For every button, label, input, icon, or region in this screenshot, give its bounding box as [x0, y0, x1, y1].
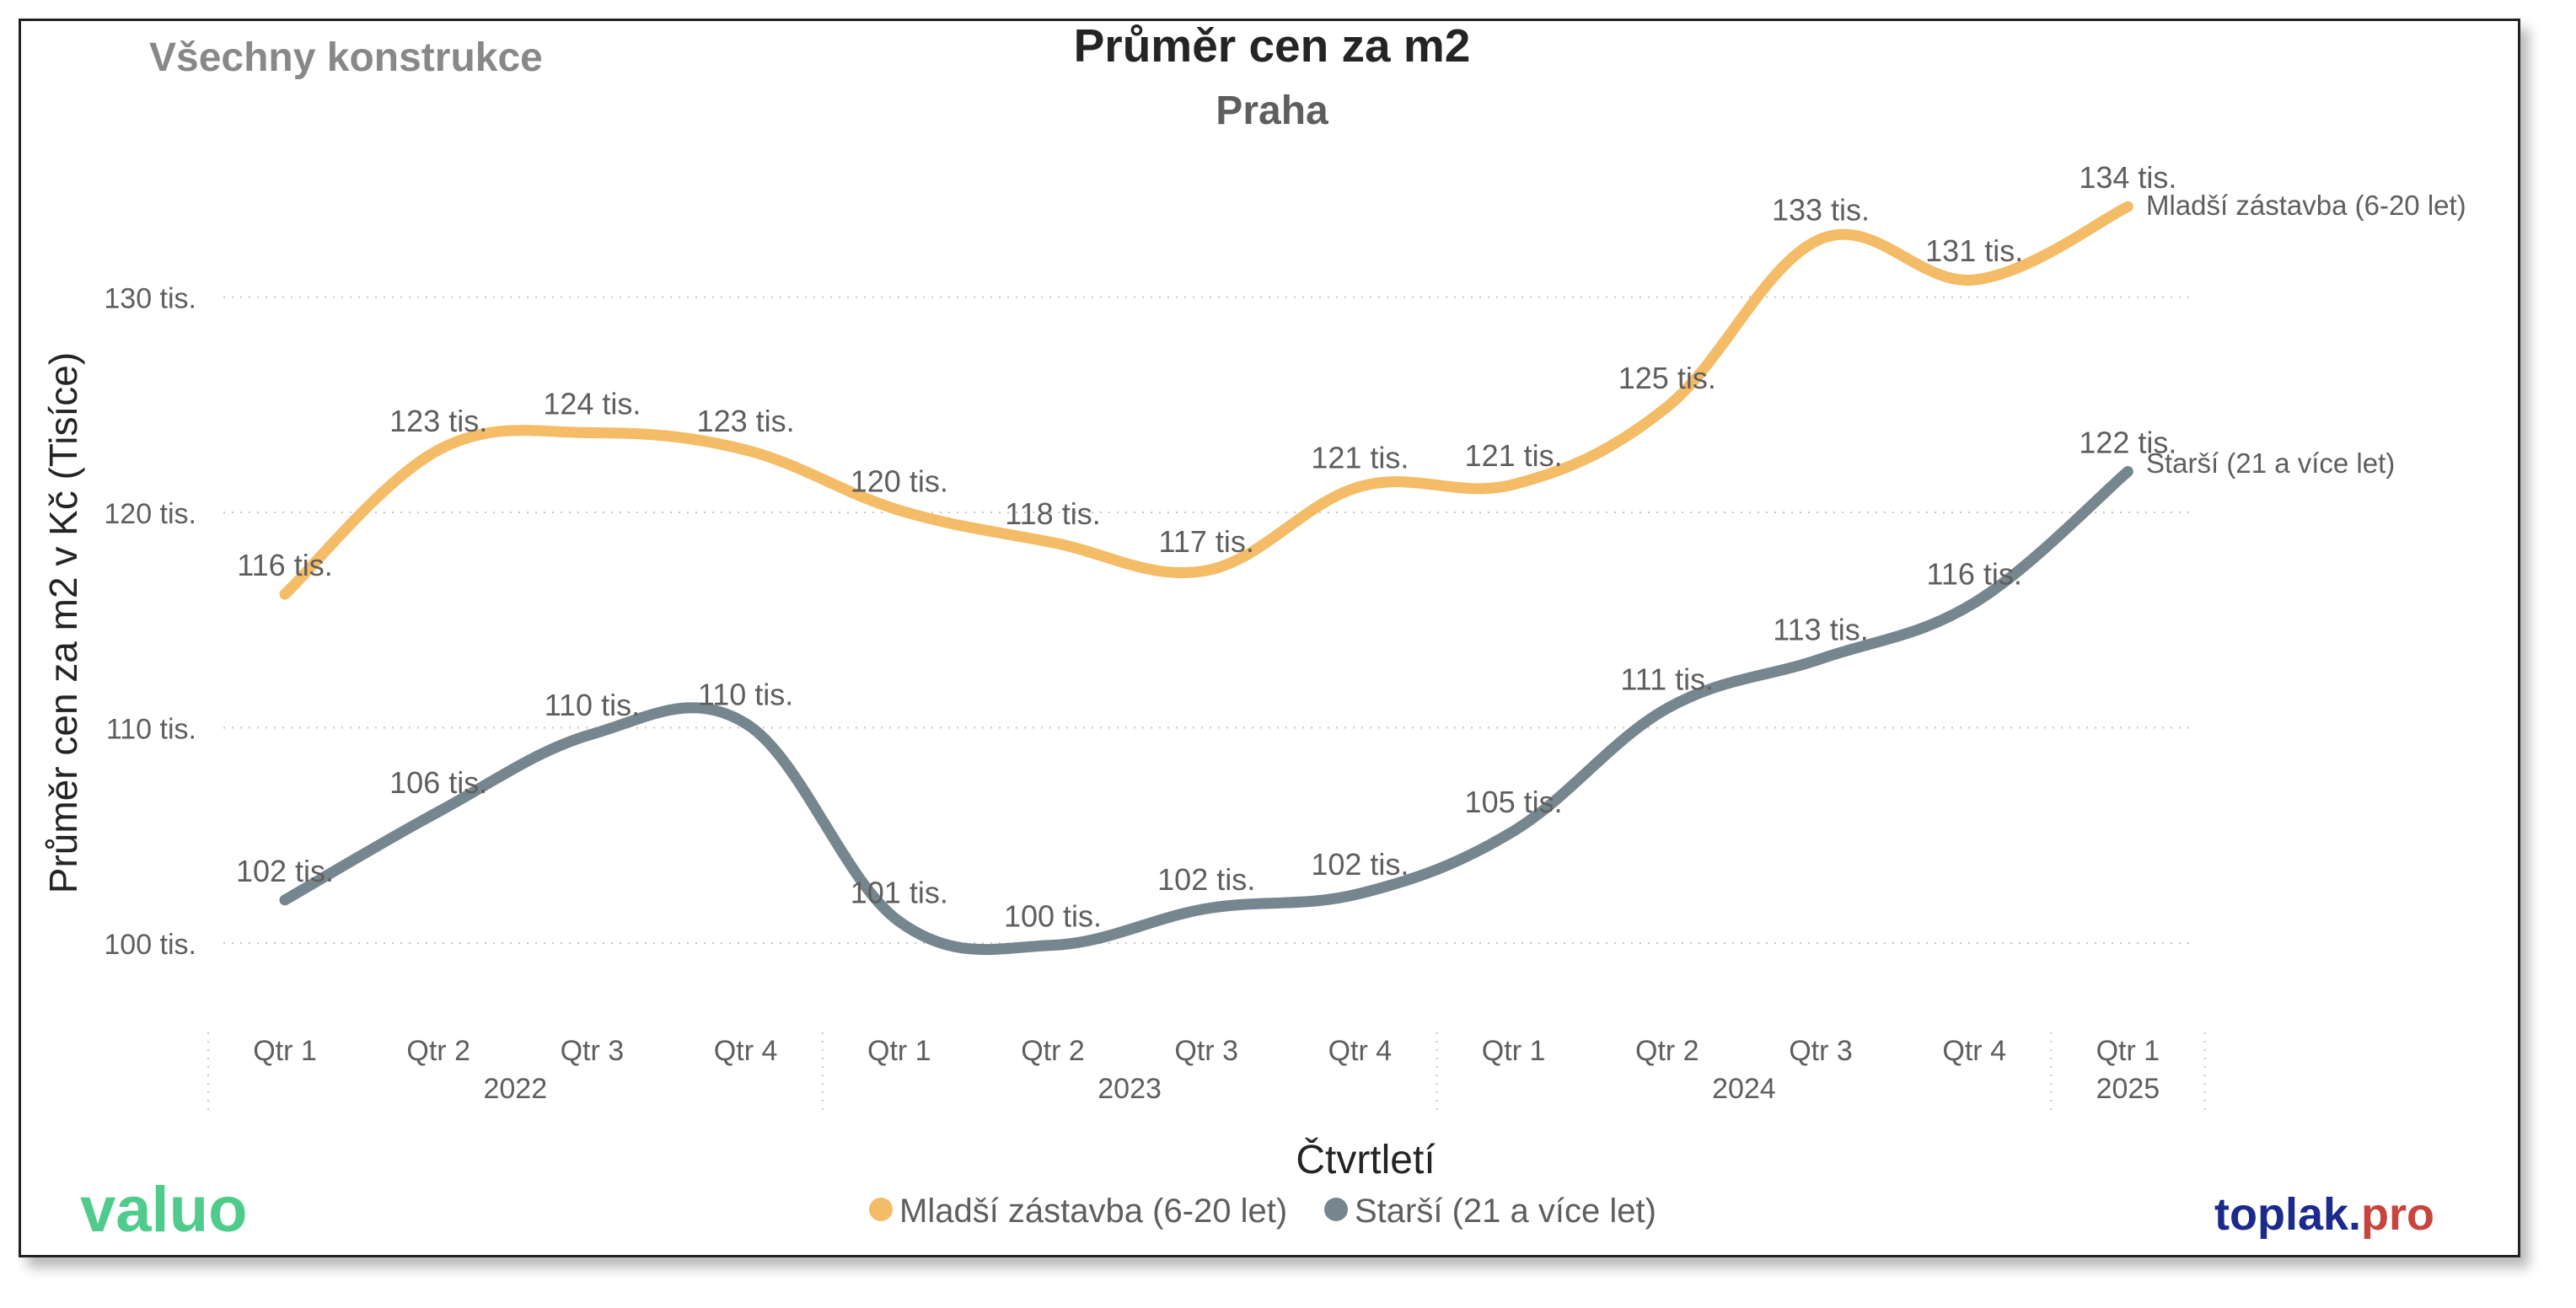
x-tick-label: Qtr 1: [2096, 1035, 2160, 1067]
data-label: 131 tis.: [1925, 233, 2023, 268]
x-year-label: 2023: [1097, 1073, 1162, 1105]
x-tick-label: Qtr 2: [1021, 1035, 1085, 1067]
data-label: 102 tis.: [1311, 847, 1409, 882]
y-tick-label: 120 tis.: [104, 498, 196, 530]
data-label: 116 tis.: [1926, 556, 2021, 591]
x-year-label: 2022: [483, 1073, 547, 1105]
toplak-logo: toplak.pro: [2214, 1189, 2434, 1240]
x-tick-label: Qtr 1: [1482, 1035, 1546, 1067]
chart-frame: Všechny konstrukce Průměr cen za m2 Prah…: [19, 19, 2520, 1257]
data-label: 100 tis.: [1004, 899, 1102, 934]
data-label: 118 tis.: [1005, 496, 1100, 531]
data-labels: 116 tis. 123 tis. 124 tis. 123 tis. 120 tis.…: [236, 160, 2176, 933]
x-tick-label: Qtr 1: [253, 1035, 317, 1067]
legend-label-old: Starší (21 a více let): [1355, 1193, 1656, 1230]
data-label: 121 tis.: [1311, 440, 1409, 474]
data-label: 102 tis.: [1157, 862, 1255, 897]
data-label: 113 tis.: [1773, 613, 1868, 647]
chart-title: Průměr cen za m2: [1074, 21, 1471, 72]
data-label: 122 tis.: [2079, 425, 2176, 459]
y-axis: 100 tis. 110 tis. 120 tis. 130 tis.: [104, 283, 196, 962]
legend: Mladší zástavba (6-20 let) Starší (21 a …: [869, 1193, 1656, 1230]
series-end-labels: Mladší zástavba (6-20 let) Starší (21 a v…: [2146, 190, 2466, 479]
toplak-logo-suffix: pro: [2361, 1189, 2434, 1240]
x-year-label: 2024: [1712, 1073, 1776, 1105]
data-label: 134 tis.: [2079, 160, 2176, 195]
data-label: 133 tis.: [1772, 193, 1870, 228]
series-end-label: Mladší zástavba (6-20 let): [2146, 190, 2466, 221]
x-year-label: 2025: [2096, 1073, 2160, 1105]
data-label: 123 tis.: [697, 404, 795, 438]
toplak-logo-main: toplak: [2214, 1189, 2349, 1240]
legend-marker-young: [869, 1198, 893, 1221]
toplak-logo-dot: .: [2348, 1189, 2361, 1240]
data-label: 117 tis.: [1158, 524, 1253, 559]
x-tick-label: Qtr 1: [867, 1035, 931, 1067]
valuo-logo: valuo: [80, 1174, 248, 1246]
data-label: 124 tis.: [543, 386, 641, 421]
data-label: 111 tis.: [1620, 662, 1714, 697]
data-label: 102 tis.: [236, 854, 334, 888]
y-tick-label: 100 tis.: [104, 929, 196, 961]
chart-subtitle: Praha: [1216, 88, 1328, 133]
x-tick-label: Qtr 2: [1635, 1035, 1699, 1067]
gridlines: [223, 296, 2196, 944]
data-label: 123 tis.: [389, 404, 487, 438]
line-chart: Všechny konstrukce Průměr cen za m2 Prah…: [41, 21, 2466, 1246]
x-axis: Qtr 1 Qtr 2 Qtr 3 Qtr 4 Qtr 1 Qtr 2 Qtr 3 Qtr 4…: [207, 1032, 2206, 1117]
x-tick-label: Qtr 4: [714, 1035, 778, 1067]
legend-label-young: Mladší zástavba (6-20 let): [899, 1193, 1287, 1230]
x-tick-label: Qtr 4: [1942, 1035, 2006, 1067]
data-label: 105 tis.: [1465, 785, 1563, 819]
subtitle-left: Všechny konstrukce: [149, 35, 543, 80]
y-tick-label: 110 tis.: [106, 714, 196, 746]
series-line-young: [279, 201, 2133, 600]
x-tick-label: Qtr 3: [561, 1035, 625, 1067]
y-tick-label: 130 tis.: [104, 283, 196, 315]
legend-marker-old: [1324, 1198, 1348, 1221]
x-tick-label: Qtr 2: [406, 1035, 470, 1067]
series-line-old: [279, 465, 2133, 956]
y-axis-title: Průměr cen za m2 v Kč (Tisíce): [41, 352, 85, 893]
data-label: 106 tis.: [389, 765, 487, 800]
data-label: 101 tis.: [851, 875, 948, 909]
series-lines: [279, 201, 2133, 956]
x-tick-label: Qtr 3: [1789, 1035, 1853, 1067]
x-tick-label: Qtr 3: [1174, 1035, 1238, 1067]
data-label: 110 tis.: [545, 688, 640, 722]
x-tick-label: Qtr 4: [1328, 1035, 1393, 1067]
data-label: 110 tis.: [698, 677, 793, 711]
data-label: 116 tis.: [237, 548, 332, 582]
data-label: 120 tis.: [851, 464, 948, 498]
data-label: 121 tis.: [1465, 438, 1563, 473]
x-axis-title: Čtvrtletí: [1296, 1137, 1436, 1182]
series-end-label: Starší (21 a více let): [2146, 448, 2395, 479]
data-label: 125 tis.: [1618, 361, 1716, 395]
